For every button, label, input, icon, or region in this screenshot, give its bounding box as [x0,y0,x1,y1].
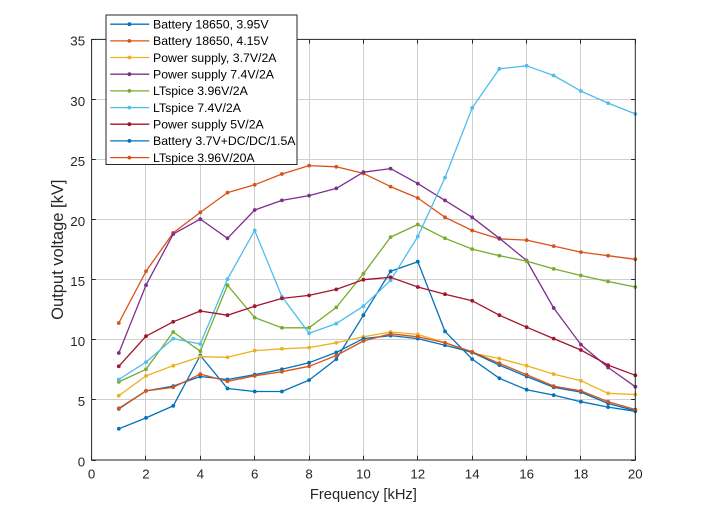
svg-text:10: 10 [70,334,85,349]
svg-text:LTspice 3.96V/20A: LTspice 3.96V/20A [153,151,255,165]
svg-text:2: 2 [142,467,149,482]
svg-text:25: 25 [70,154,85,169]
svg-text:10: 10 [356,467,371,482]
svg-text:8: 8 [305,467,312,482]
svg-text:18: 18 [574,467,589,482]
svg-text:Battery 18650, 4.15V: Battery 18650, 4.15V [153,34,269,48]
svg-text:Battery 3.7V+DC/DC/1.5A: Battery 3.7V+DC/DC/1.5A [153,134,296,148]
svg-text:6: 6 [251,467,258,482]
svg-text:Battery 18650, 3.95V: Battery 18650, 3.95V [153,18,269,32]
svg-text:0: 0 [78,454,85,469]
svg-text:30: 30 [70,94,85,109]
svg-text:LTspice 7.4V/2A: LTspice 7.4V/2A [153,101,242,115]
svg-text:Power supply 5V/2A: Power supply 5V/2A [153,118,265,132]
svg-text:35: 35 [70,34,85,49]
svg-text:16: 16 [519,467,534,482]
svg-text:14: 14 [465,467,480,482]
svg-text:Frequency [kHz]: Frequency [kHz] [310,487,417,503]
svg-text:LTspice 3.96V/2A: LTspice 3.96V/2A [153,84,249,98]
svg-text:Output voltage [kV]: Output voltage [kV] [49,180,67,320]
svg-text:5: 5 [78,394,85,409]
svg-text:0: 0 [88,467,95,482]
svg-text:Power supply 7.4V/2A: Power supply 7.4V/2A [153,68,275,82]
svg-text:Power supply, 3.7V/2A: Power supply, 3.7V/2A [153,51,277,65]
svg-text:4: 4 [197,467,204,482]
svg-text:15: 15 [70,274,85,289]
svg-text:12: 12 [410,467,425,482]
svg-text:20: 20 [70,214,85,229]
svg-text:20: 20 [628,467,643,482]
